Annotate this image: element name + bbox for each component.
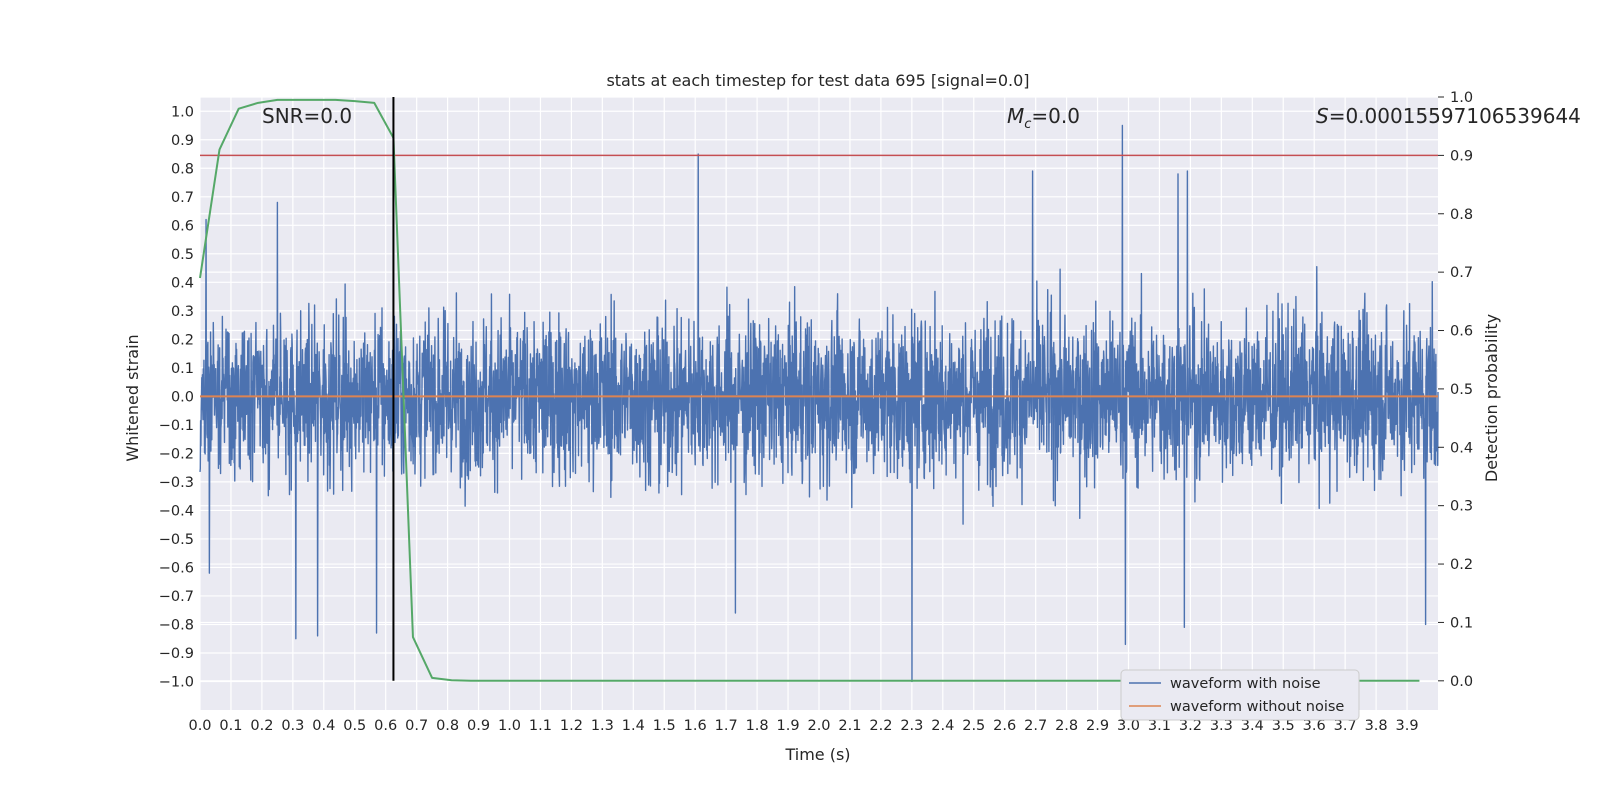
- x-tick-label: 3.1: [1148, 718, 1171, 734]
- x-tick-label: 1.2: [560, 718, 583, 734]
- x-tick-label: 2.7: [1024, 718, 1047, 734]
- y-left-tick-label: −1.0: [159, 674, 194, 690]
- x-tick-label: 0.5: [343, 718, 366, 734]
- y-right-tick-label: 0.0: [1450, 674, 1473, 690]
- x-tick-label: 1.3: [591, 718, 614, 734]
- y-left-tick-label: −0.4: [159, 503, 194, 519]
- mc-value: =0.0: [1031, 104, 1080, 128]
- y-left-tick-label: 0.5: [171, 247, 194, 263]
- y-left-ticks: 1.0 0.9 0.8 0.7 0.6 0.5 0.4 0.3 0.2 0.1 0.0 −0.1 −0.…: [159, 104, 194, 690]
- x-tick-label: 1.5: [653, 718, 676, 734]
- y-right-tick-label: 0.2: [1450, 557, 1473, 573]
- chart-title: stats at each timestep for test data 695…: [606, 71, 1029, 90]
- y-right-tick-label: 0.4: [1450, 440, 1473, 456]
- y-left-tick-label: −0.7: [159, 589, 194, 605]
- x-tick-label: 1.9: [777, 718, 800, 734]
- y-right-tick-label: 0.9: [1450, 148, 1473, 164]
- y-left-tick-label: 0.1: [171, 361, 194, 377]
- x-tick-label: 0.8: [436, 718, 459, 734]
- s-value: =0.00015597106539644: [1329, 104, 1581, 128]
- y-left-tick-label: −0.3: [159, 475, 194, 491]
- x-tick-label: 0.6: [374, 718, 397, 734]
- legend-label-clean: waveform without noise: [1170, 699, 1344, 715]
- x-tick-label: 2.9: [1086, 718, 1109, 734]
- y-right-tick-label: 0.5: [1450, 382, 1473, 398]
- mc-annotation: Mc=0.0: [1007, 104, 1080, 132]
- y-right-tick-label: 0.7: [1450, 265, 1473, 281]
- x-tick-label: 3.0: [1117, 718, 1140, 734]
- x-tick-label: 3.8: [1365, 718, 1388, 734]
- x-ticks: 0.0 0.1 0.2 0.3 0.4 0.5 0.6 0.7 0.8 0.9 1.0 1.1 1.2 1…: [188, 718, 1418, 734]
- x-tick-label: 3.7: [1334, 718, 1357, 734]
- x-tick-label: 2.1: [838, 718, 861, 734]
- x-tick-label: 3.4: [1241, 718, 1264, 734]
- y-right-tick-label: 0.1: [1450, 615, 1473, 631]
- y-left-tick-label: 0.7: [171, 190, 194, 206]
- x-tick-label: 1.7: [715, 718, 738, 734]
- x-tick-label: 3.3: [1210, 718, 1233, 734]
- y-right-tick-label: 0.6: [1450, 324, 1473, 340]
- x-tick-label: 3.6: [1303, 718, 1326, 734]
- x-tick-label: 3.9: [1396, 718, 1419, 734]
- x-tick-label: 0.0: [188, 718, 211, 734]
- series-detection-probability: [199, 98, 1420, 682]
- x-tick-label: 2.0: [807, 718, 830, 734]
- x-tick-label: 0.3: [281, 718, 304, 734]
- x-tick-label: 1.8: [746, 718, 769, 734]
- y-left-tick-label: −0.2: [159, 446, 194, 462]
- y-left-tick-label: −0.6: [159, 560, 194, 576]
- x-tick-label: 0.2: [250, 718, 273, 734]
- y-left-tick-label: 0.3: [171, 304, 194, 320]
- y-left-tick-label: 0.0: [171, 389, 194, 405]
- y-left-tick-label: −0.8: [159, 617, 194, 633]
- y-left-tick-label: 0.6: [171, 218, 194, 234]
- x-tick-label: 2.4: [931, 718, 954, 734]
- y-right-tick-label: 0.8: [1450, 207, 1473, 223]
- x-tick-label: 2.5: [962, 718, 985, 734]
- mc-subscript: c: [1024, 117, 1031, 132]
- x-tick-label: 2.8: [1055, 718, 1078, 734]
- legend-label-noise: waveform with noise: [1170, 676, 1321, 692]
- legend: waveform with noise waveform without noi…: [1120, 669, 1360, 721]
- snr-annotation: SNR=0.0: [262, 104, 352, 128]
- x-tick-label: 2.6: [993, 718, 1016, 734]
- x-tick-label: 1.0: [498, 718, 521, 734]
- y-left-tick-label: −0.5: [159, 532, 194, 548]
- x-tick-label: 1.6: [684, 718, 707, 734]
- y-right-axis-label: Detection probability: [1482, 314, 1501, 482]
- x-tick-label: 0.1: [219, 718, 242, 734]
- y-left-tick-label: 0.9: [171, 133, 194, 149]
- x-axis-label: Time (s): [784, 745, 850, 764]
- probability-trace: [199, 98, 1420, 682]
- series-waveform-with-noise: [199, 124, 1439, 683]
- y-left-tick-label: −0.9: [159, 646, 194, 662]
- x-tick-label: 2.2: [869, 718, 892, 734]
- legend-box: [1120, 669, 1360, 721]
- y-left-tick-label: 1.0: [171, 104, 194, 120]
- x-tick-label: 2.3: [900, 718, 923, 734]
- y-left-tick-label: −0.1: [159, 418, 194, 434]
- y-left-tick-label: 0.2: [171, 332, 194, 348]
- mc-symbol: M: [1007, 104, 1024, 128]
- x-tick-label: 3.5: [1272, 718, 1295, 734]
- x-tick-label: 0.9: [467, 718, 490, 734]
- y-left-tick-label: 0.8: [171, 161, 194, 177]
- x-tick-label: 1.1: [529, 718, 552, 734]
- x-tick-label: 1.4: [622, 718, 645, 734]
- y-right-tick-label: 0.3: [1450, 499, 1473, 515]
- y-right-ticks: 1.0 0.9 0.8 0.7 0.6 0.5 0.4 0.3 0.2 0.1 0.0: [1438, 90, 1473, 690]
- x-tick-label: 0.4: [312, 718, 335, 734]
- x-tick-label: 3.2: [1179, 718, 1202, 734]
- s-annotation: S=0.00015597106539644: [1316, 104, 1581, 128]
- s-symbol: S: [1316, 104, 1329, 128]
- y-left-tick-label: 0.4: [171, 275, 194, 291]
- x-tick-label: 0.7: [405, 718, 428, 734]
- y-right-tick-label: 1.0: [1450, 90, 1473, 106]
- noise-trace: [199, 124, 1439, 683]
- y-left-axis-label: Whitened strain: [123, 334, 142, 461]
